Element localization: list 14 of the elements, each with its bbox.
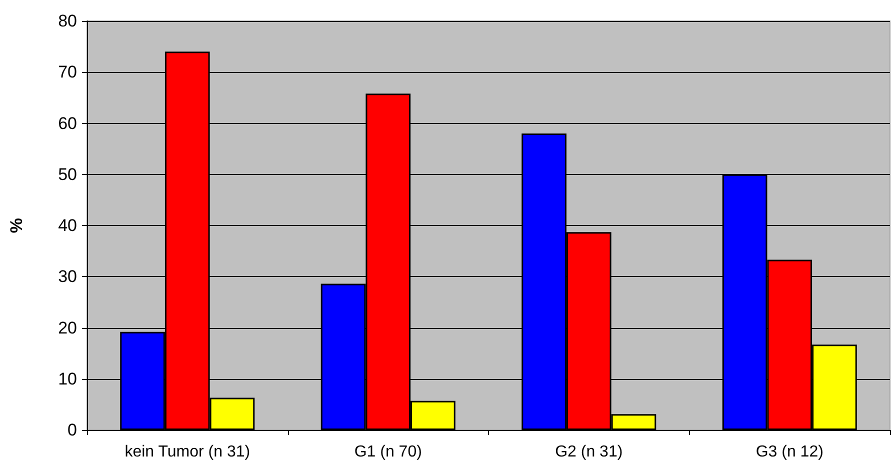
- y-tick-label: 80: [58, 12, 77, 30]
- y-tick-label: 0: [68, 420, 77, 440]
- x-tick-label: G3 (n 12): [756, 444, 824, 460]
- y-tick-label: 50: [58, 164, 77, 184]
- y-axis-title: %: [7, 218, 26, 234]
- y-tick-label: 20: [58, 318, 77, 338]
- x-tick-label: G1 (n 70): [354, 444, 422, 460]
- x-tick-label: G2 (n 31): [555, 444, 623, 460]
- x-tick-label: kein Tumor (n 31): [124, 444, 250, 460]
- y-tick-label: 60: [58, 114, 77, 133]
- y-tick-label: 10: [58, 369, 77, 388]
- y-tick-label: 30: [58, 267, 77, 286]
- y-tick-label: 70: [58, 62, 77, 82]
- y-tick-label: 40: [58, 216, 77, 235]
